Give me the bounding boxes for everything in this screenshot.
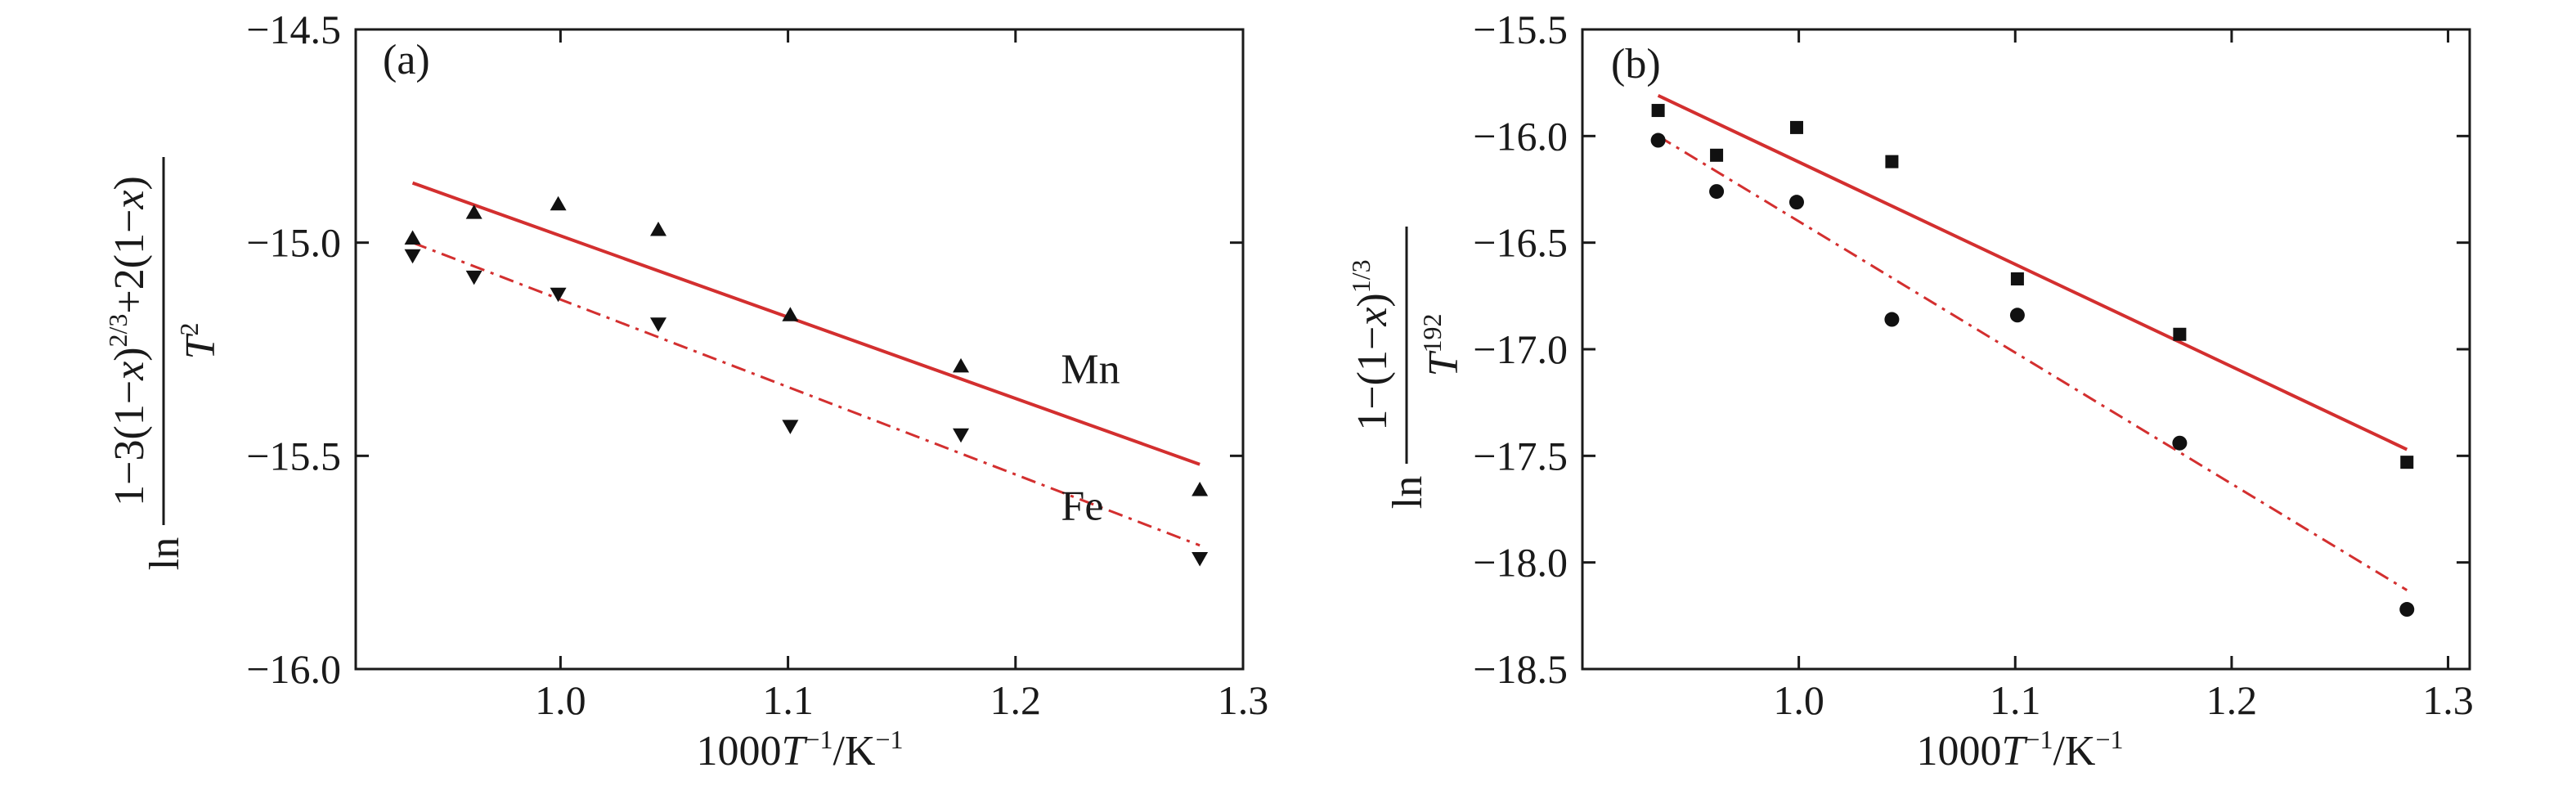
fit-lines-b [1657, 93, 2408, 591]
data-point-b-series0 [1710, 148, 1724, 162]
fit-lines-a [411, 181, 1200, 547]
y-tick-label-b: −18.0 [1473, 540, 1568, 586]
x-tick-label-a: 1.0 [535, 677, 586, 723]
data-point-b-series1 [1788, 195, 1804, 210]
y-axis-label-b-numerator: 1−(1−x)1/3 [1346, 259, 1396, 430]
panel-label-b: (b) [1611, 41, 1661, 88]
data-point-a-fe [1192, 551, 1209, 567]
y-tick-label-b: −16.0 [1473, 113, 1568, 159]
y-tick-label-b: −16.5 [1473, 220, 1568, 266]
data-point-b-series1 [2009, 308, 2025, 323]
plot-frame-b [1581, 28, 2471, 671]
data-points-a [404, 195, 1209, 567]
data-point-b-series0 [2173, 327, 2187, 341]
panel-a: (a) ln 1−3(1−x)2/3+2(1−x) T2 1000T−1/K−1… [103, 7, 1268, 775]
data-point-b-series1 [1709, 184, 1725, 200]
axis-ticks-b: 1.0 1.1 1.2 1.3 −15.5 −16.0 −16.5 −17.0 −17.5 −18… [1473, 7, 2473, 723]
data-point-b-series1 [1884, 312, 1900, 327]
fit-line-b-0 [1657, 93, 2408, 451]
data-point-b-series0 [2010, 272, 2024, 285]
data-point-a-mn [782, 307, 799, 321]
y-tick-label-b: −15.5 [1473, 7, 1568, 52]
x-axis-label-b: 1000T−1/K−1 [1916, 725, 2123, 775]
y-axis-label-a-denominator: T2 [174, 323, 224, 360]
x-tick-label-b: 1.2 [2206, 677, 2258, 723]
data-point-b-series1 [1650, 132, 1666, 148]
data-point-a-mn [404, 230, 421, 245]
data-point-a-fe [465, 270, 482, 285]
y-tick-label-b: −17.5 [1473, 433, 1568, 478]
x-tick-label-a: 1.1 [762, 677, 814, 723]
data-point-a-mn [1192, 482, 1209, 496]
data-point-b-series0 [2400, 456, 2414, 469]
y-axis-label-b-denominator: T192 [1417, 314, 1467, 377]
panel-b: (b) ln 1−(1−x)1/3 T192 1000T−1/K−1 1.0 1.… [1346, 7, 2474, 775]
fit-line-a-mn [411, 181, 1200, 466]
data-point-b-series0 [1885, 155, 1899, 168]
series-label-fe: Fe [1061, 483, 1103, 530]
plot-frame-a [354, 28, 1245, 671]
data-point-a-fe [404, 249, 421, 264]
y-tick-label-b: −18.5 [1473, 646, 1568, 692]
x-tick-label-a: 1.3 [1218, 677, 1269, 723]
data-point-a-fe [550, 287, 567, 303]
y-axis-label-a: ln 1−3(1−x)2/3+2(1−x) T2 [103, 157, 224, 570]
y-tick-label-a: −15.5 [246, 433, 341, 478]
y-tick-label-a: −16.0 [246, 646, 341, 692]
data-point-b-series0 [1651, 104, 1665, 118]
y-axis-label-b-ln: ln [1384, 476, 1431, 509]
panel-label-a: (a) [383, 37, 430, 83]
series-label-mn: Mn [1061, 347, 1120, 393]
x-tick-label-b: 1.3 [2422, 677, 2474, 723]
data-points-b [1650, 104, 2415, 618]
data-point-a-fe [650, 317, 667, 332]
fit-line-b-1 [1657, 135, 2408, 591]
data-point-a-mn [953, 357, 970, 373]
x-tick-label-b: 1.0 [1773, 677, 1824, 723]
data-point-a-mn [465, 204, 482, 219]
x-tick-label-a: 1.2 [990, 677, 1042, 723]
y-axis-label-a-numerator: 1−3(1−x)2/3+2(1−x) [103, 176, 153, 506]
data-point-a-mn [650, 222, 667, 236]
series-labels-a: Mn Fe [1061, 347, 1120, 530]
y-tick-label-a: −14.5 [246, 7, 341, 52]
y-axis-label-b: ln 1−(1−x)1/3 T192 [1346, 227, 1467, 509]
y-tick-label-b: −17.0 [1473, 326, 1568, 372]
axis-ticks-a: 1.0 1.1 1.2 1.3 −14.5 −15.0 −15.5 −16.0 [246, 7, 1268, 723]
y-tick-label-a: −15.0 [246, 220, 341, 266]
x-axis-label-a: 1000T−1/K−1 [696, 725, 903, 775]
y-axis-label-a-ln: ln [141, 537, 188, 570]
data-point-a-fe [953, 428, 970, 443]
data-point-b-series1 [2172, 435, 2188, 451]
data-point-a-fe [782, 420, 799, 434]
data-point-b-series0 [1789, 120, 1803, 134]
data-point-b-series1 [2399, 602, 2415, 618]
x-tick-label-b: 1.1 [1990, 677, 2041, 723]
data-point-a-mn [550, 195, 567, 211]
